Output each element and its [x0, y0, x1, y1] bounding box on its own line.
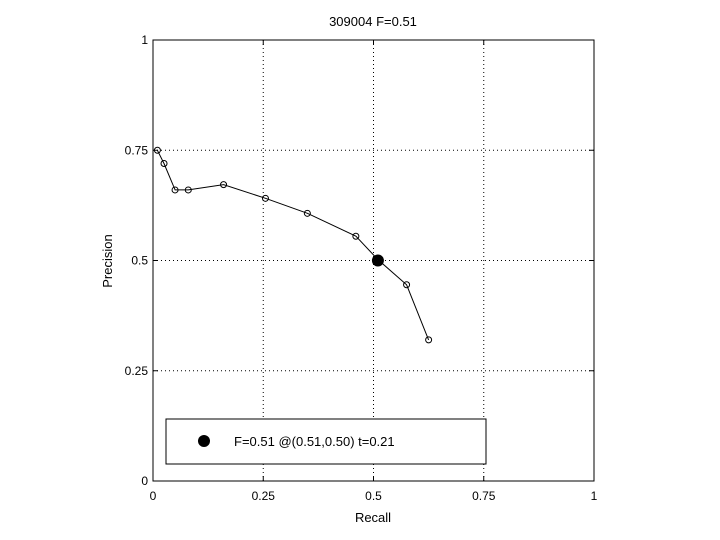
x-tick-label: 0.5: [365, 489, 382, 503]
series-point: [261, 194, 269, 202]
series-point: [220, 181, 228, 189]
series-point: [303, 209, 311, 217]
y-tick-label: 0.25: [125, 364, 149, 378]
legend-label: F=0.51 @(0.51,0.50) t=0.21: [234, 434, 395, 449]
y-tick-label: 0.75: [125, 143, 149, 157]
series-point: [160, 159, 168, 167]
y-tick-label: 0.5: [131, 254, 148, 268]
chart-title: 309004 F=0.51: [329, 14, 417, 29]
series-line: [156, 150, 430, 341]
axis-ticks: [152, 39, 595, 482]
x-axis-title: Recall: [355, 510, 391, 525]
x-tick-label: 0: [150, 489, 157, 503]
series-point: [171, 186, 179, 194]
legend-box: [165, 418, 487, 465]
series-point: [153, 146, 161, 154]
legend: F=0.51 @(0.51,0.50) t=0.21: [165, 418, 487, 465]
best-f-point: [371, 254, 384, 267]
series-point: [184, 186, 192, 194]
series-point: [352, 232, 360, 240]
x-tick-labels: 0 0.25 0.5 0.75 1: [150, 489, 598, 503]
series-point: [403, 281, 411, 289]
y-tick-label: 1: [141, 33, 148, 47]
series-point: [425, 336, 433, 344]
y-tick-labels: 0 0.25 0.5 0.75 1: [125, 33, 149, 488]
y-axis-title: Precision: [100, 234, 115, 287]
x-tick-label: 1: [591, 489, 598, 503]
x-tick-label: 0.75: [472, 489, 496, 503]
legend-marker: [198, 435, 210, 447]
y-tick-label: 0: [141, 474, 148, 488]
x-tick-label: 0.25: [252, 489, 276, 503]
